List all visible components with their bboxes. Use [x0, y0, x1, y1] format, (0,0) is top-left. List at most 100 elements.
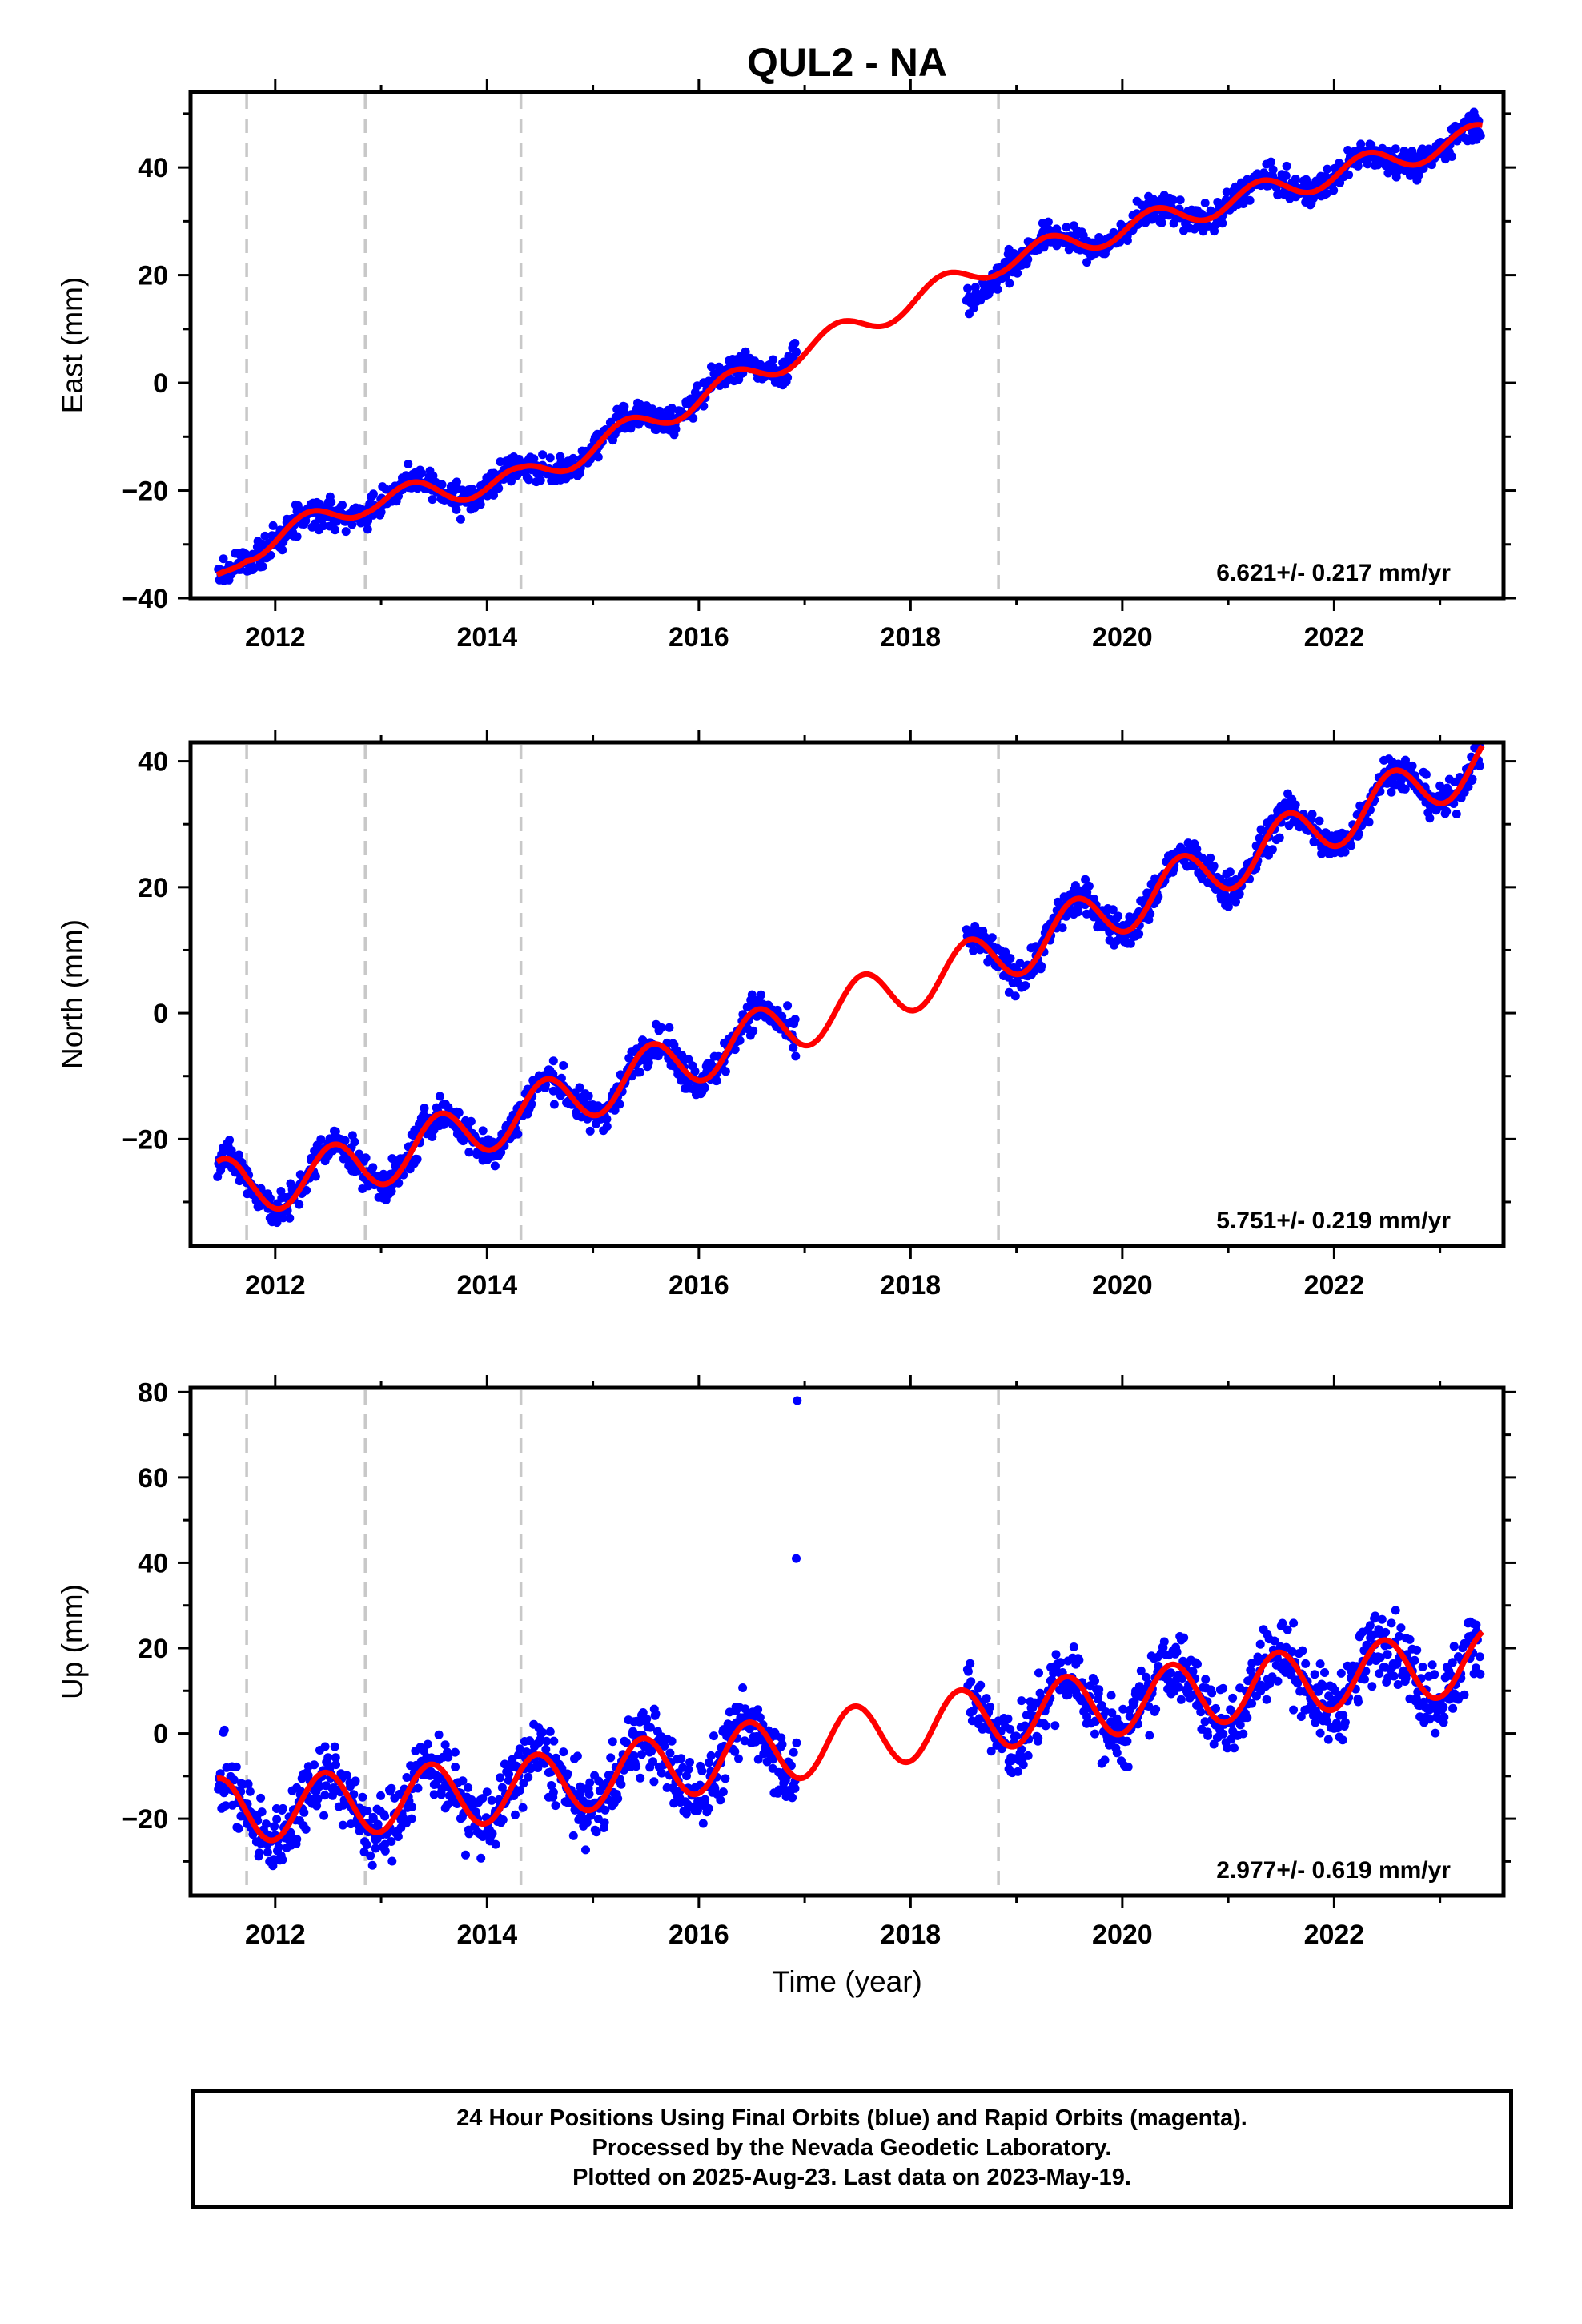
data-point: [1203, 1731, 1213, 1740]
data-point: [1377, 1614, 1387, 1624]
data-point: [1427, 1660, 1437, 1670]
data-point: [1355, 801, 1365, 810]
data-point: [310, 1760, 319, 1770]
data-point: [656, 1023, 666, 1032]
data-point: [464, 1148, 474, 1157]
data-point: [1041, 1721, 1050, 1731]
data-point: [380, 1846, 390, 1856]
data-point: [699, 401, 709, 411]
data-point: [394, 1178, 404, 1188]
data-point: [538, 450, 548, 460]
y-tick-label: −20: [122, 1124, 168, 1155]
data-point: [417, 468, 426, 478]
data-point: [1412, 1645, 1422, 1655]
data-point: [581, 1845, 590, 1855]
chart-title: QUL2 - NA: [747, 40, 947, 85]
data-point: [1108, 905, 1118, 915]
data-point: [423, 1739, 432, 1749]
data-point: [1010, 991, 1020, 1001]
data-point: [1090, 1676, 1099, 1686]
data-point: [677, 1754, 686, 1763]
data-point: [549, 1100, 559, 1109]
data-point: [1231, 897, 1240, 907]
data-point: [548, 1056, 558, 1066]
data-point: [541, 1745, 551, 1754]
data-point: [1391, 1606, 1400, 1615]
data-point: [1175, 195, 1185, 205]
data-point: [592, 1827, 601, 1837]
data-point: [969, 946, 978, 955]
data-point: [434, 1730, 444, 1739]
data-point: [221, 1801, 231, 1811]
x-tick-label: 2022: [1304, 1270, 1365, 1301]
data-point: [735, 1035, 745, 1045]
data-point: [376, 1791, 386, 1800]
data-point: [225, 1136, 235, 1145]
data-point: [1130, 1697, 1139, 1707]
data-point: [1449, 1642, 1459, 1651]
data-point: [693, 1806, 702, 1815]
data-point: [1339, 1711, 1348, 1720]
data-point: [270, 1822, 279, 1831]
data-point: [684, 1765, 693, 1775]
data-point: [1311, 1718, 1320, 1727]
data-point: [387, 1187, 396, 1196]
data-point: [1201, 1675, 1211, 1684]
data-point: [1391, 172, 1401, 182]
data-point: [1323, 1735, 1333, 1744]
data-point: [476, 1853, 486, 1863]
data-point: [642, 1714, 652, 1723]
data-point: [536, 476, 545, 485]
data-point: [610, 1105, 620, 1115]
data-point: [428, 1132, 437, 1141]
data-point: [1267, 845, 1277, 854]
data-point: [1439, 1703, 1448, 1712]
data-point: [331, 525, 339, 535]
data-point: [466, 1116, 476, 1126]
data-point: [1033, 1736, 1042, 1746]
data-point: [689, 413, 698, 423]
data-point: [301, 1824, 311, 1834]
footer-line-1: 24 Hour Positions Using Final Orbits (bl…: [456, 2105, 1247, 2131]
data-point: [576, 1789, 585, 1799]
data-point: [769, 355, 778, 364]
data-point: [1146, 909, 1155, 919]
data-point: [1043, 217, 1053, 227]
data-point: [1112, 1748, 1122, 1758]
data-point: [1209, 1739, 1219, 1749]
y-tick-label: 0: [153, 368, 168, 399]
data-point: [1353, 1695, 1363, 1704]
data-point: [1006, 954, 1015, 963]
data-point: [1154, 1662, 1163, 1671]
data-point: [593, 452, 603, 462]
data-point: [347, 520, 357, 529]
data-point: [1034, 1668, 1043, 1678]
data-point: [1475, 761, 1484, 770]
data-point: [636, 1773, 645, 1783]
data-point: [602, 1114, 612, 1124]
data-point: [278, 545, 287, 555]
data-point: [341, 527, 351, 537]
data-point: [557, 1763, 567, 1773]
data-point: [667, 1736, 677, 1746]
data-point: [738, 1683, 748, 1692]
y-axis-label: North (mm): [56, 919, 89, 1069]
data-point: [1122, 1736, 1132, 1746]
data-point: [1391, 144, 1400, 154]
data-point: [1395, 1631, 1404, 1641]
data-point: [1323, 1716, 1332, 1726]
data-point: [1179, 1633, 1189, 1642]
data-point: [1418, 1663, 1427, 1671]
data-point: [1310, 1670, 1319, 1679]
data-point: [1243, 1713, 1252, 1723]
data-point: [219, 554, 228, 564]
data-point: [402, 1773, 412, 1782]
data-point: [279, 1213, 288, 1223]
data-point: [700, 1083, 709, 1092]
data-point: [491, 1839, 500, 1849]
data-point: [613, 1794, 623, 1803]
data-point: [420, 1746, 428, 1755]
data-point: [986, 1702, 995, 1711]
data-point: [698, 1819, 708, 1828]
y-tick-label: 40: [138, 747, 168, 778]
